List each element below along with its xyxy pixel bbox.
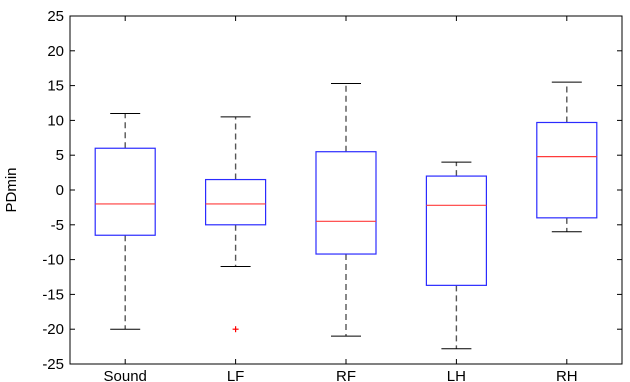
x-tick-label: Sound xyxy=(104,368,147,382)
y-tick-label: -15 xyxy=(42,286,64,303)
box-lf xyxy=(205,116,267,333)
box-rh xyxy=(536,81,598,233)
iqr-box xyxy=(315,151,377,255)
y-tick-label: 10 xyxy=(47,112,64,129)
y-tick-label: -20 xyxy=(42,321,64,338)
y-tick-label: -10 xyxy=(42,252,64,269)
box-rf xyxy=(315,83,377,337)
y-tick-label: -25 xyxy=(42,356,64,373)
y-axis-label: PDmin xyxy=(3,167,20,212)
plot-frame xyxy=(69,15,623,365)
y-tick-label: 15 xyxy=(47,78,64,95)
x-tick-label: LF xyxy=(227,368,245,382)
iqr-box xyxy=(94,147,156,236)
y-tick-label: 0 xyxy=(56,182,64,199)
y-tick-label: 25 xyxy=(47,8,64,25)
box-lh xyxy=(425,161,487,350)
box-sound xyxy=(94,112,156,330)
plot-layer xyxy=(94,81,598,350)
x-tick-label: RF xyxy=(336,368,356,382)
iqr-box xyxy=(425,175,487,286)
axes-layer: -25 -20 -15 -10 -5 0 5 10 15 20 25 Sound LF RF LH RH xyxy=(42,8,623,382)
y-tick-label: 20 xyxy=(47,43,64,60)
iqr-box xyxy=(205,178,267,226)
iqr-box xyxy=(536,121,598,219)
x-tick-label: RH xyxy=(556,368,578,382)
x-tick-label: LH xyxy=(447,368,466,382)
y-tick-label: 5 xyxy=(56,147,64,164)
y-tick-label: -5 xyxy=(51,217,64,234)
outlier-marker xyxy=(232,326,239,333)
